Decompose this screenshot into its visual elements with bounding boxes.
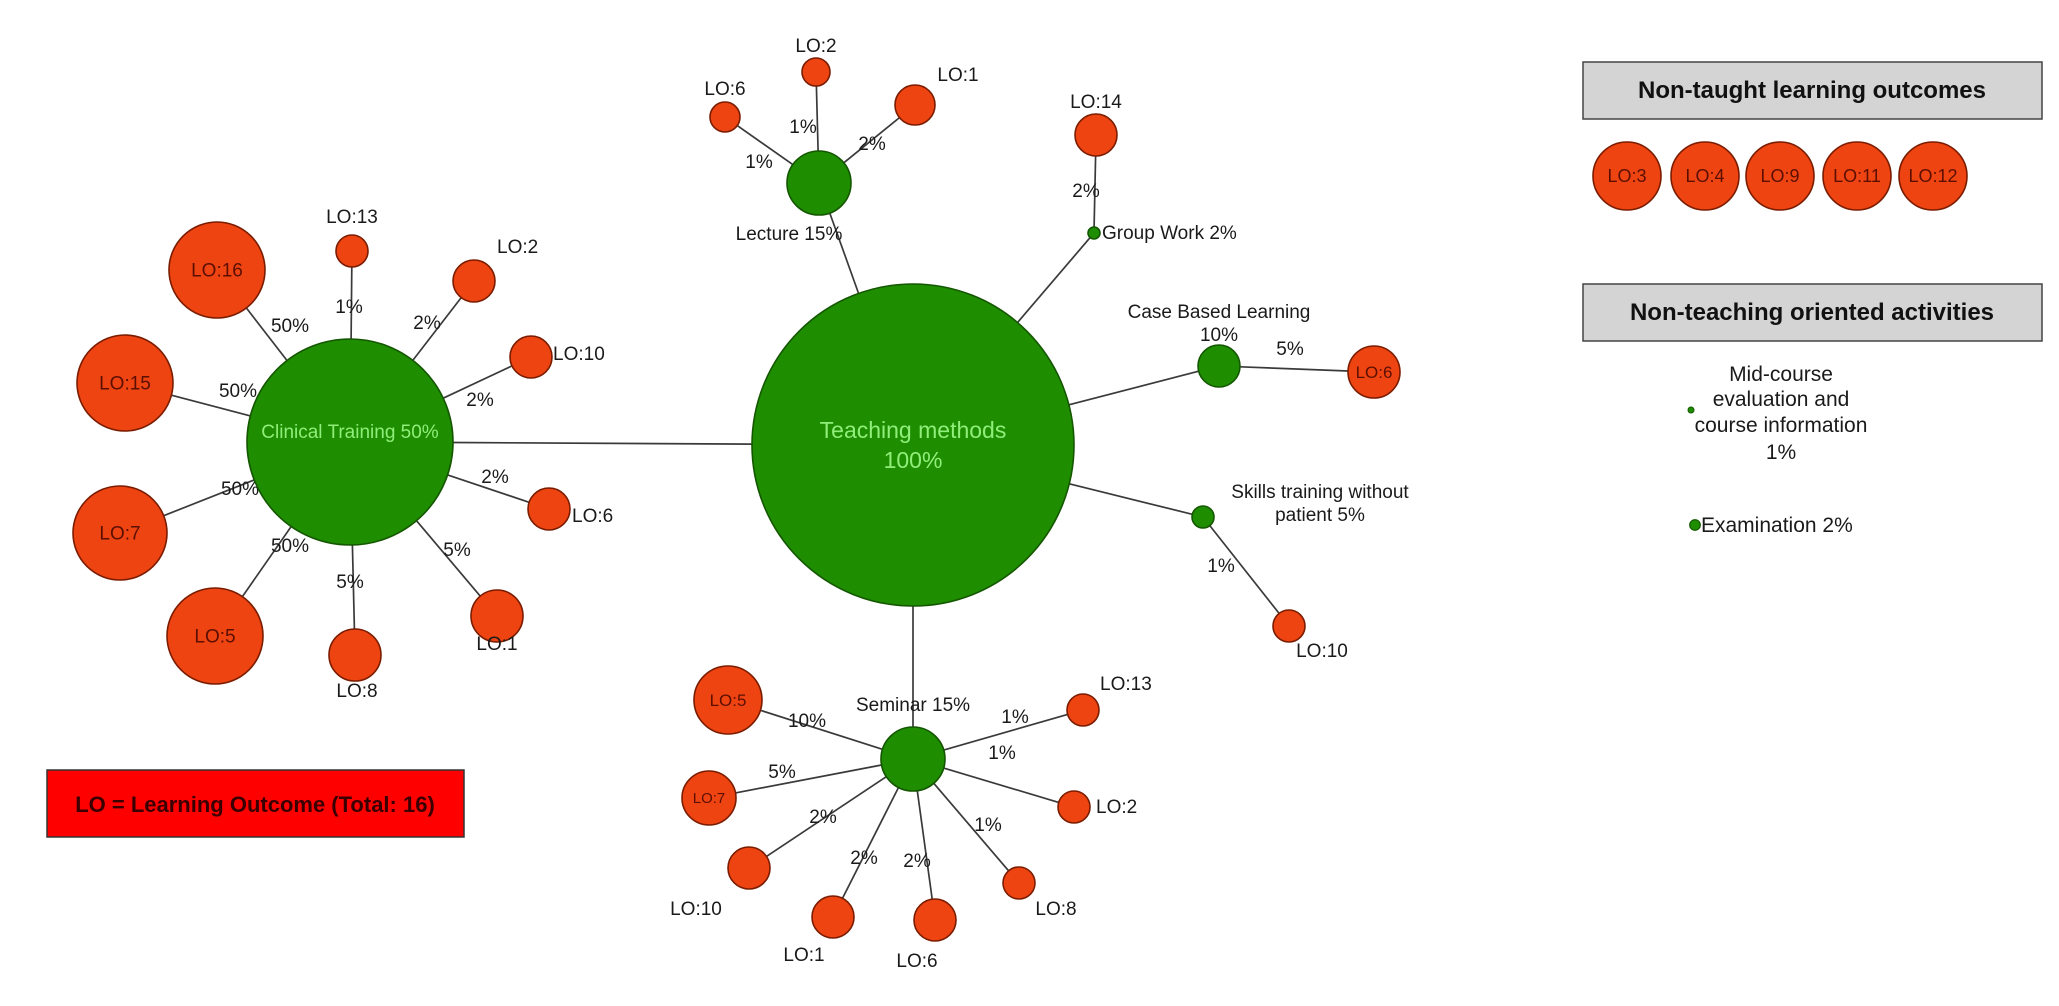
svg-text:LO:11: LO:11 xyxy=(1833,166,1881,186)
svg-text:Lecture 15%: Lecture 15% xyxy=(736,224,843,245)
svg-text:5%: 5% xyxy=(768,762,796,783)
svg-text:Non-taught learning outcomes: Non-taught learning outcomes xyxy=(1638,77,1986,104)
svg-text:Mid-course: Mid-course xyxy=(1729,363,1833,386)
svg-text:LO:3: LO:3 xyxy=(1607,166,1646,186)
svg-text:Clinical Training 50%: Clinical Training 50% xyxy=(261,422,439,443)
svg-text:LO:16: LO:16 xyxy=(191,261,243,282)
svg-text:2%: 2% xyxy=(1072,181,1100,202)
svg-text:LO:15: LO:15 xyxy=(99,374,151,395)
svg-text:evaluation and: evaluation and xyxy=(1713,388,1850,411)
svg-text:10%: 10% xyxy=(1200,325,1238,346)
svg-text:LO:12: LO:12 xyxy=(1908,166,1957,186)
svg-text:Examination 2%: Examination 2% xyxy=(1701,514,1853,537)
svg-text:2%: 2% xyxy=(481,467,509,488)
svg-text:LO:13: LO:13 xyxy=(326,207,378,228)
svg-text:1%: 1% xyxy=(1207,556,1235,577)
svg-text:1%: 1% xyxy=(335,297,363,318)
svg-text:LO:6: LO:6 xyxy=(704,79,745,100)
svg-text:LO:5: LO:5 xyxy=(194,627,235,648)
svg-text:LO = Learning Outcome (Total:: LO = Learning Outcome (Total: 16) xyxy=(75,792,435,817)
svg-text:2%: 2% xyxy=(903,851,931,872)
svg-text:LO:2: LO:2 xyxy=(497,237,538,258)
svg-text:2%: 2% xyxy=(466,390,494,411)
svg-text:LO:1: LO:1 xyxy=(476,634,517,655)
svg-text:course information: course information xyxy=(1695,414,1868,437)
svg-text:1%: 1% xyxy=(1001,707,1029,728)
svg-text:1%: 1% xyxy=(974,815,1002,836)
svg-text:Group Work 2%: Group Work 2% xyxy=(1102,223,1237,244)
svg-text:LO:1: LO:1 xyxy=(783,945,824,966)
svg-text:LO:1: LO:1 xyxy=(937,65,978,86)
svg-text:Skills training without: Skills training without xyxy=(1231,482,1409,503)
svg-text:1%: 1% xyxy=(789,117,817,138)
svg-text:LO:4: LO:4 xyxy=(1685,166,1724,186)
svg-text:LO:14: LO:14 xyxy=(1070,92,1122,113)
svg-text:50%: 50% xyxy=(221,479,259,500)
svg-text:Teaching methods: Teaching methods xyxy=(820,417,1007,443)
svg-text:2%: 2% xyxy=(850,848,878,869)
svg-text:1%: 1% xyxy=(1766,441,1796,464)
svg-text:1%: 1% xyxy=(988,743,1016,764)
svg-text:2%: 2% xyxy=(809,807,837,828)
svg-text:LO:2: LO:2 xyxy=(795,36,836,57)
svg-text:LO:6: LO:6 xyxy=(1356,363,1393,382)
svg-text:LO:10: LO:10 xyxy=(1296,641,1348,662)
svg-text:Seminar 15%: Seminar 15% xyxy=(856,695,970,716)
svg-text:Case Based Learning: Case Based Learning xyxy=(1128,302,1311,323)
svg-text:5%: 5% xyxy=(336,572,364,593)
svg-text:LO:8: LO:8 xyxy=(336,681,377,702)
svg-text:2%: 2% xyxy=(413,313,441,334)
svg-text:LO:10: LO:10 xyxy=(670,899,722,920)
svg-text:50%: 50% xyxy=(219,381,257,402)
svg-text:5%: 5% xyxy=(1276,339,1304,360)
svg-text:patient 5%: patient 5% xyxy=(1275,505,1365,526)
svg-text:5%: 5% xyxy=(443,540,471,561)
svg-text:2%: 2% xyxy=(858,134,886,155)
svg-text:LO:5: LO:5 xyxy=(710,691,747,710)
svg-text:50%: 50% xyxy=(271,536,309,557)
svg-text:LO:13: LO:13 xyxy=(1100,674,1152,695)
svg-text:LO:8: LO:8 xyxy=(1035,899,1076,920)
svg-text:LO:9: LO:9 xyxy=(1760,166,1799,186)
svg-text:LO:7: LO:7 xyxy=(99,524,140,545)
svg-text:LO:7: LO:7 xyxy=(693,790,726,807)
svg-text:50%: 50% xyxy=(271,316,309,337)
svg-text:Non-teaching oriented activiti: Non-teaching oriented activities xyxy=(1630,299,1994,326)
svg-text:100%: 100% xyxy=(884,447,943,473)
svg-text:LO:6: LO:6 xyxy=(572,506,613,527)
svg-text:10%: 10% xyxy=(788,711,826,732)
svg-text:LO:6: LO:6 xyxy=(896,951,937,972)
svg-text:LO:2: LO:2 xyxy=(1096,797,1137,818)
svg-text:1%: 1% xyxy=(745,152,773,173)
svg-text:LO:10: LO:10 xyxy=(553,344,605,365)
